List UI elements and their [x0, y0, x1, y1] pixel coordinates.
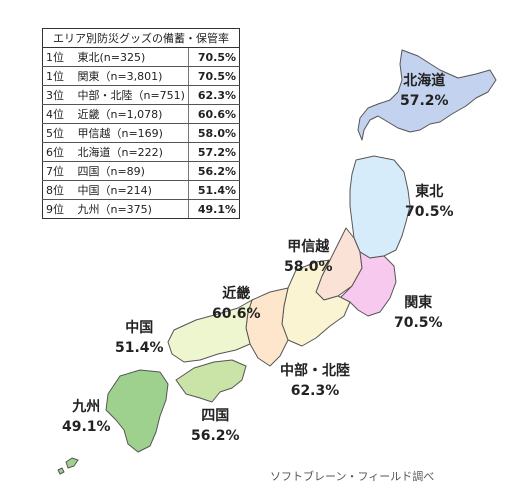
ranking-rate-cell: 56.2%: [188, 161, 241, 181]
ranking-region-cell: 中部・北陸（n=751): [74, 85, 189, 105]
ranking-table: エリア別防災グッズの備蓄・保管率 1位 東北(n=325) 70.5% 1位 関東（n=…: [42, 28, 241, 219]
map-label-name: 中国: [125, 320, 154, 336]
ranking-row: 7位 四国（n=89) 56.2%: [42, 161, 241, 181]
ranking-rate-cell: 62.3%: [188, 85, 241, 105]
ranking-rank-cell: 8位: [42, 180, 75, 200]
ranking-row: 5位 甲信越（n=169) 58.0%: [42, 123, 241, 143]
region-shape-hokkaido: [357, 49, 497, 141]
map-label-value: 49.1%: [62, 419, 111, 435]
map-label-value: 70.5%: [405, 204, 454, 220]
ranking-row: 4位 近畿（n=1,078) 60.6%: [42, 104, 241, 124]
ranking-region-cell: 北海道（n=222): [74, 142, 189, 162]
ranking-rank-cell: 7位: [42, 161, 75, 181]
region-shape-chugoku: [167, 299, 253, 363]
ranking-region-cell: 甲信越（n=169): [74, 123, 189, 143]
ranking-rank-cell: 1位: [42, 66, 75, 86]
region-shape-shikoku: [175, 359, 247, 403]
ranking-row: 3位 中部・北陸（n=751) 62.3%: [42, 85, 241, 105]
map-label-name: 東北: [415, 184, 444, 200]
region-shape-okinawa: [57, 457, 79, 475]
ranking-row: 8位 中国（n=214) 51.4%: [42, 180, 241, 200]
map-label-value: 60.6%: [212, 306, 261, 322]
ranking-rate-cell: 60.6%: [188, 104, 241, 124]
map-label-value: 58.0%: [284, 259, 333, 275]
ranking-region-cell: 中国（n=214): [74, 180, 189, 200]
ranking-rank-cell: 6位: [42, 142, 75, 162]
ranking-region-cell: 関東（n=3,801): [74, 66, 189, 86]
ranking-region-cell: 九州（n=375): [74, 199, 189, 219]
ranking-region-cell: 近畿（n=1,078): [74, 104, 189, 124]
map-label-chugoku: 中国 51.4%: [115, 317, 164, 356]
ranking-rate-cell: 70.5%: [188, 47, 241, 67]
map-label-kanto: 関東 70.5%: [394, 292, 443, 331]
map-label-name: 北海道: [403, 73, 446, 89]
map-label-koshinetsu: 甲信越 58.0%: [284, 236, 333, 275]
ranking-row: 6位 北海道（n=222) 57.2%: [42, 142, 241, 162]
region-shape-kanto: [339, 251, 397, 317]
region-shape-tohoku: [349, 155, 411, 259]
map-label-value: 51.4%: [115, 340, 164, 356]
ranking-rank-cell: 5位: [42, 123, 75, 143]
ranking-rate-cell: 51.4%: [188, 180, 241, 200]
map-label-kyushu: 九州 49.1%: [62, 396, 111, 435]
ranking-rate-cell: 58.0%: [188, 123, 241, 143]
region-shape-kyushu: [105, 369, 169, 453]
ranking-rate-cell: 70.5%: [188, 66, 241, 86]
map-label-name: 甲信越: [287, 239, 330, 255]
source-credit: ソフトブレーン・フィールド調べ: [270, 470, 435, 483]
ranking-table-title: エリア別防災グッズの備蓄・保管率: [42, 28, 240, 48]
map-label-name: 四国: [201, 408, 230, 424]
map-label-value: 57.2%: [400, 93, 449, 109]
ranking-rank-cell: 1位: [42, 47, 75, 67]
map-label-value: 70.5%: [394, 315, 443, 331]
map-label-shikoku: 四国 56.2%: [191, 405, 240, 444]
map-label-name: 近畿: [222, 286, 251, 302]
ranking-row: 9位 九州（n=375) 49.1%: [42, 199, 241, 219]
ranking-row: 1位 東北(n=325) 70.5%: [42, 47, 241, 67]
map-label-tohoku: 東北 70.5%: [405, 181, 454, 220]
map-label-hokkaido: 北海道 57.2%: [400, 70, 449, 109]
ranking-rank-cell: 9位: [42, 199, 75, 219]
ranking-row: 1位 関東（n=3,801) 70.5%: [42, 66, 241, 86]
ranking-rate-cell: 57.2%: [188, 142, 241, 162]
ranking-rank-cell: 3位: [42, 85, 75, 105]
map-label-name: 九州: [72, 399, 101, 415]
map-label-value: 56.2%: [191, 428, 240, 444]
ranking-rank-cell: 4位: [42, 104, 75, 124]
map-label-kinki: 近畿 60.6%: [212, 283, 261, 322]
ranking-region-cell: 東北(n=325): [74, 47, 189, 67]
ranking-rate-cell: 49.1%: [188, 199, 241, 219]
ranking-region-cell: 四国（n=89): [74, 161, 189, 181]
map-label-name: 中部・北陸: [280, 363, 350, 379]
map-label-name: 関東: [404, 295, 433, 311]
map-label-value: 62.3%: [290, 383, 340, 399]
map-label-chubu-hokuriku: 中部・北陸 62.3%: [280, 360, 350, 399]
